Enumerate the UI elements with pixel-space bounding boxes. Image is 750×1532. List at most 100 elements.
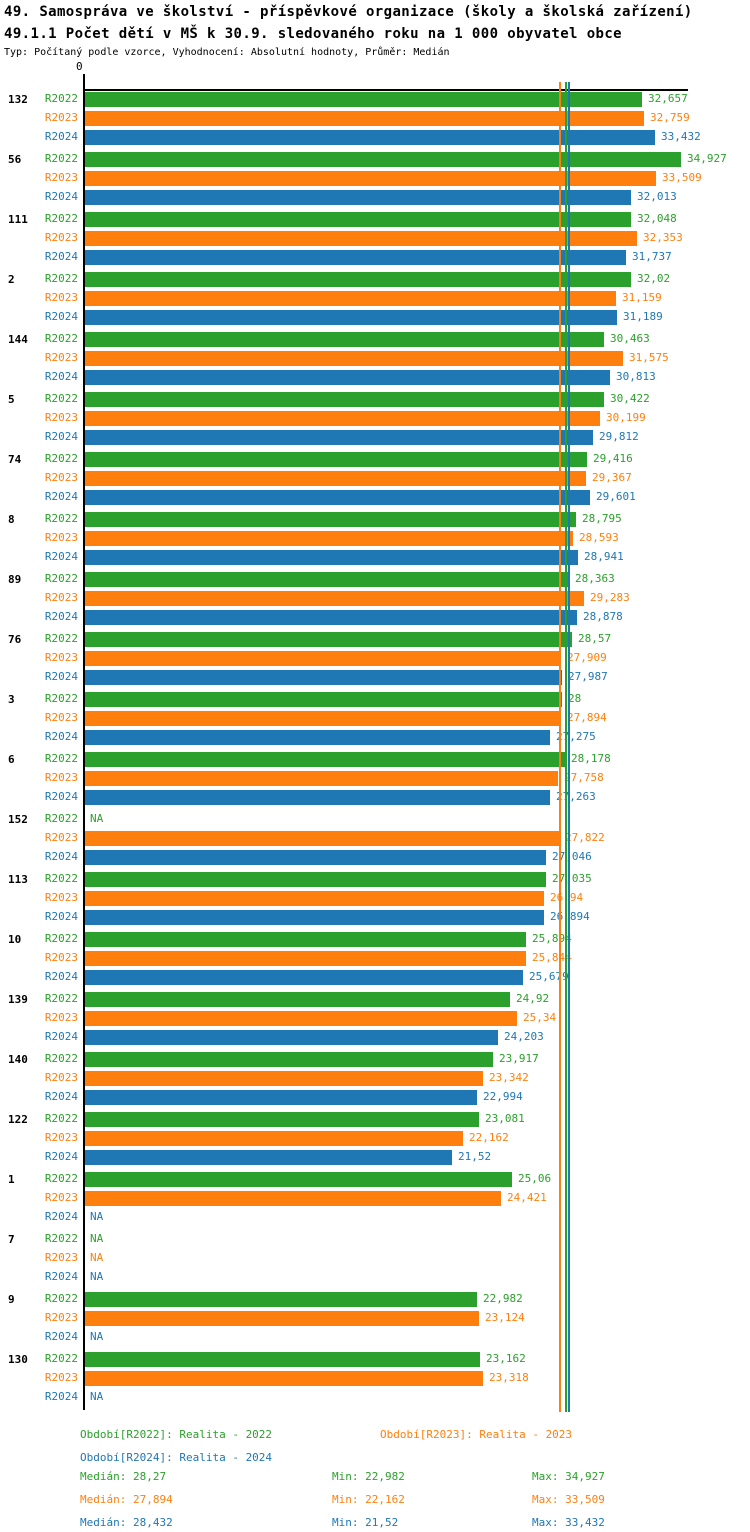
chart-subtitle: 49.1.1 Počet dětí v MŠ k 30.9. sledované…	[4, 26, 623, 42]
value-label: 27,987	[568, 670, 608, 683]
bar-r2023	[85, 471, 586, 486]
series-label-r2022: R2022	[44, 812, 78, 825]
bar-r2023	[85, 351, 623, 366]
value-label: 28,941	[584, 550, 624, 563]
bar-row: R2024 27,046	[0, 848, 750, 867]
bar-r2023	[85, 171, 656, 186]
bar-row: R2024 27,987	[0, 668, 750, 687]
bar-r2023	[85, 1131, 463, 1146]
bar-row: R2023 25,34	[0, 1009, 750, 1028]
value-label: 31,159	[622, 291, 662, 304]
value-label: 25,34	[523, 1011, 557, 1024]
chart-meta: Typ: Počítaný podle vzorce, Vyhodnocení:…	[4, 47, 450, 58]
value-label: 23,917	[499, 1052, 539, 1065]
bar-r2024	[85, 970, 523, 985]
bar-row: R2023 24,421	[0, 1189, 750, 1208]
bar-row: R2023 32,759	[0, 109, 750, 128]
series-label-r2023: R2023	[44, 891, 78, 904]
bar-row: R2024 NA	[0, 1208, 750, 1227]
bar-row: R2024 NA	[0, 1388, 750, 1407]
value-label: 32,013	[637, 190, 677, 203]
series-label-r2024: R2024	[44, 250, 78, 263]
value-label: 33,509	[662, 171, 702, 184]
bar-group: 74 R2022 29,416 R2023 29,367 R2024 29,601	[0, 450, 750, 510]
bar-row: R2023 27,909	[0, 649, 750, 668]
value-label: 34,927	[687, 152, 727, 165]
bar-row: R2023 33,509	[0, 169, 750, 188]
value-label: 25,679	[529, 970, 569, 983]
bar-r2023	[85, 891, 544, 906]
bar-r2022	[85, 512, 576, 527]
bar-row: R2022 22,982	[0, 1290, 750, 1309]
bar-row: R2023 27,758	[0, 769, 750, 788]
bar-group: 139 R2022 24,92 R2023 25,34 R2024 24,203	[0, 990, 750, 1050]
bar-group: 10 R2022 25,894 R2023 25,844 R2024 25,679	[0, 930, 750, 990]
series-label-r2022: R2022	[44, 1352, 78, 1365]
bar-row: R2022 23,917	[0, 1050, 750, 1069]
value-label: 25,844	[532, 951, 572, 964]
value-label: 25,894	[532, 932, 572, 945]
category-label: 140	[8, 1053, 28, 1066]
category-label: 113	[8, 873, 28, 886]
value-label: 27,035	[552, 872, 592, 885]
bar-row: R2022 25,06	[0, 1170, 750, 1189]
bar-group: 113 R2022 27,035 R202326,94R202426,894	[0, 870, 750, 930]
bar-row: R2023 30,199	[0, 409, 750, 428]
value-label: 27,909	[567, 651, 607, 664]
bar-r2024	[85, 370, 610, 385]
series-label-r2024: R2024	[44, 1390, 78, 1403]
bar-r2024	[85, 910, 544, 925]
bar-row: R2022 32,657	[0, 90, 750, 109]
bar-row: R2024 29,601	[0, 488, 750, 507]
category-label: 152	[8, 813, 28, 826]
bar-row: R2023 22,162	[0, 1129, 750, 1148]
value-label: 28,878	[583, 610, 623, 623]
series-label-r2024: R2024	[44, 670, 78, 683]
value-label: 27,263	[556, 790, 596, 803]
series-label-r2023: R2023	[44, 1311, 78, 1324]
bar-r2022	[85, 572, 569, 587]
bar-row: R2023 23,342	[0, 1069, 750, 1088]
bar-row: R2024 31,737	[0, 248, 750, 267]
bar-row: R2022 24,92	[0, 990, 750, 1009]
bar-r2023	[85, 1311, 479, 1326]
series-label-r2022: R2022	[44, 1232, 78, 1245]
bar-r2024	[85, 190, 631, 205]
value-label: 29,416	[593, 452, 633, 465]
value-label: 32,759	[650, 111, 690, 124]
bar-row: R2024 32,013	[0, 188, 750, 207]
bar-row: R202426,894	[0, 908, 750, 927]
bar-row: R2024 NA	[0, 1328, 750, 1347]
category-label: 130	[8, 1353, 28, 1366]
category-label: 111	[8, 213, 28, 226]
value-label: 24,92	[516, 992, 550, 1005]
bar-row: R2023 31,159	[0, 289, 750, 308]
series-label-r2022: R2022	[44, 1292, 78, 1305]
series-label-r2023: R2023	[44, 351, 78, 364]
median-line-r2023	[559, 82, 561, 1412]
bar-row: R2022 28,363	[0, 570, 750, 589]
bar-r2022	[85, 1172, 512, 1187]
series-label-r2023: R2023	[44, 231, 78, 244]
bar-row: R2022 23,162	[0, 1350, 750, 1369]
series-label-r2022: R2022	[44, 932, 78, 945]
bar-group: 140 R2022 23,917 R2023 23,342 R2024 22,994	[0, 1050, 750, 1110]
bar-r2024	[85, 550, 578, 565]
bar-r2022	[85, 1112, 479, 1127]
bar-r2024	[85, 490, 590, 505]
category-label: 5	[8, 393, 15, 406]
value-label: 27,758	[564, 771, 604, 784]
value-label: 28,593	[579, 531, 619, 544]
stat-max-r2024: Max: 33,432	[532, 1516, 605, 1529]
series-label-r2023: R2023	[44, 951, 78, 964]
series-label-r2022: R2022	[44, 992, 78, 1005]
value-label: 32,02	[637, 272, 671, 285]
series-label-r2024: R2024	[44, 1270, 78, 1283]
series-label-r2023: R2023	[44, 651, 78, 664]
value-label: 30,463	[610, 332, 650, 345]
bar-r2022	[85, 1052, 493, 1067]
bar-row: R2024 28,941	[0, 548, 750, 567]
na-label: NA	[90, 812, 104, 825]
stat-median-r2023: Medián: 27,894	[80, 1493, 173, 1506]
bar-r2022	[85, 272, 631, 287]
